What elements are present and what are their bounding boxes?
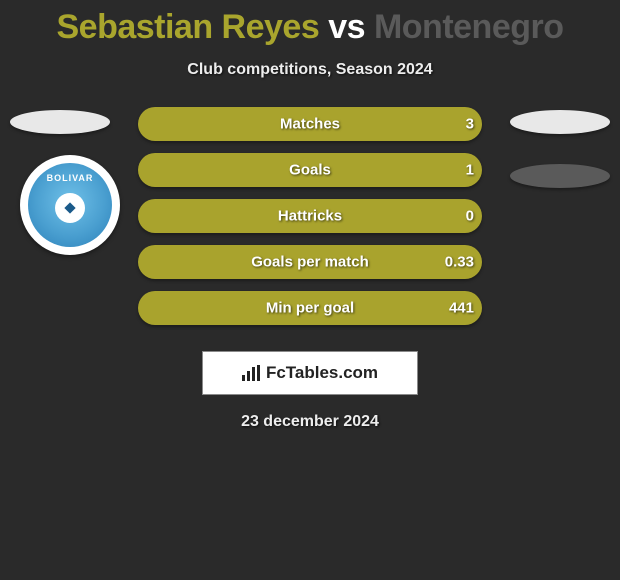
stat-bar-value: 3 xyxy=(466,116,474,133)
stat-bar-label: Goals xyxy=(289,162,331,179)
stat-bar-label: Matches xyxy=(280,116,340,133)
club-badge: BOLIVAR xyxy=(20,155,120,255)
bar-chart-icon xyxy=(242,365,262,381)
player1-photo-placeholder xyxy=(10,110,110,134)
stat-bar-label: Hattricks xyxy=(278,208,342,225)
stat-bars: Matches 3 Goals 1 Hattricks 0 Goals per match 0… xyxy=(138,107,482,337)
stat-bar: Min per goal 441 xyxy=(138,291,482,325)
subtitle: Club competitions, Season 2024 xyxy=(0,61,620,79)
player2-photo-placeholder xyxy=(510,110,610,134)
stat-bar: Matches 3 xyxy=(138,107,482,141)
title-vs: vs xyxy=(319,8,374,46)
stat-bar-label: Min per goal xyxy=(266,300,354,317)
stat-bar-value: 1 xyxy=(466,162,474,179)
stat-bar: Goals per match 0.33 xyxy=(138,245,482,279)
brand-box[interactable]: FcTables.com xyxy=(202,351,418,395)
date-label: 23 december 2024 xyxy=(241,413,379,431)
stat-bar: Hattricks 0 xyxy=(138,199,482,233)
title-player1: Sebastian Reyes xyxy=(56,8,319,46)
stat-bar-value: 0.33 xyxy=(445,254,474,271)
player2-badge-placeholder xyxy=(510,164,610,188)
stat-bar-value: 0 xyxy=(466,208,474,225)
stat-bar-value: 441 xyxy=(449,300,474,317)
title-player2: Montenegro xyxy=(374,8,564,46)
club-badge-ball-icon xyxy=(55,193,85,223)
stat-bar: Goals 1 xyxy=(138,153,482,187)
stat-bar-label: Goals per match xyxy=(251,254,369,271)
club-badge-inner: BOLIVAR xyxy=(28,163,112,247)
club-badge-text: BOLIVAR xyxy=(28,173,112,183)
page-title: Sebastian Reyes vs Montenegro xyxy=(0,0,620,47)
brand-text: FcTables.com xyxy=(266,363,378,383)
